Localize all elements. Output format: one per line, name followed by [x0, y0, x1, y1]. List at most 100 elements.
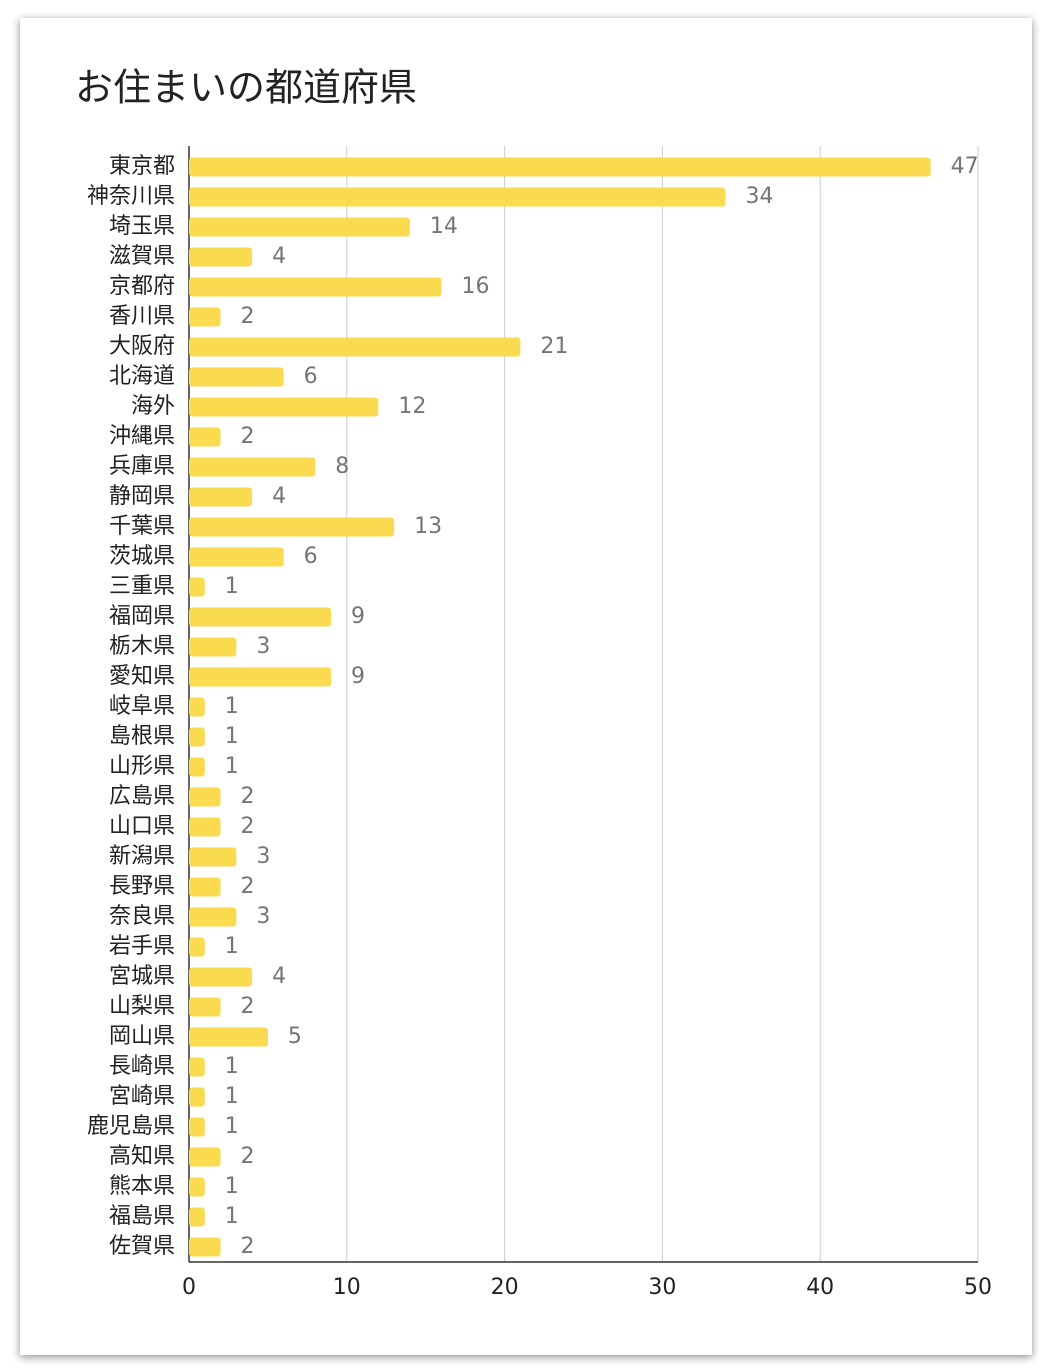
y-tick-label: 栃木県	[109, 634, 175, 659]
bar	[189, 817, 221, 837]
y-tick-label: 北海道	[109, 364, 175, 389]
x-tick-label: 20	[491, 1275, 519, 1300]
bar	[189, 757, 205, 777]
value-label: 1	[225, 934, 239, 959]
x-tick-label: 50	[964, 1275, 992, 1300]
value-label: 5	[288, 1024, 302, 1049]
y-tick-label: 山梨県	[109, 994, 175, 1019]
value-label: 1	[225, 1174, 239, 1199]
bar	[189, 1237, 221, 1257]
y-tick-label: 京都府	[109, 274, 175, 299]
y-tick-label: 静岡県	[109, 484, 175, 509]
y-tick-label: 宮城県	[109, 964, 175, 989]
value-label: 3	[256, 844, 270, 869]
value-label: 14	[430, 214, 458, 239]
y-tick-label: 山口県	[109, 814, 175, 839]
value-label: 6	[304, 544, 318, 569]
bar	[189, 1207, 205, 1227]
bar	[189, 847, 237, 867]
x-tick-label: 10	[333, 1275, 361, 1300]
bar	[189, 247, 253, 267]
bar	[189, 1117, 205, 1137]
bar	[189, 967, 253, 987]
value-label: 2	[241, 814, 255, 839]
bar	[189, 1177, 205, 1197]
bar	[189, 727, 205, 747]
y-tick-label: 茨城県	[109, 544, 175, 569]
x-tick-label: 0	[182, 1275, 196, 1300]
bar	[189, 337, 521, 357]
value-label: 2	[241, 1144, 255, 1169]
value-label: 1	[225, 724, 239, 749]
value-label: 21	[540, 334, 568, 359]
y-tick-label: 愛知県	[109, 664, 175, 689]
value-label: 1	[225, 754, 239, 779]
bar	[189, 307, 221, 327]
y-tick-label: 三重県	[109, 574, 175, 599]
bar	[189, 157, 931, 177]
value-label: 6	[304, 364, 318, 389]
value-label: 2	[241, 304, 255, 329]
bar	[189, 517, 395, 537]
y-tick-label: 海外	[131, 394, 175, 419]
value-label: 3	[256, 904, 270, 929]
bar	[189, 877, 221, 897]
bar	[189, 487, 253, 507]
bar	[189, 427, 221, 447]
bar	[189, 577, 205, 597]
value-label: 4	[272, 484, 286, 509]
y-tick-label: 山形県	[109, 754, 175, 779]
bar	[189, 1087, 205, 1107]
y-tick-label: 滋賀県	[109, 244, 175, 269]
x-tick-label: 30	[648, 1275, 676, 1300]
y-tick-label: 佐賀県	[109, 1234, 175, 1259]
value-label: 2	[241, 1234, 255, 1259]
y-tick-label: 熊本県	[109, 1174, 175, 1199]
y-tick-label: 島根県	[109, 724, 175, 749]
y-tick-label: 岩手県	[109, 934, 175, 959]
value-label: 12	[398, 394, 426, 419]
value-label: 1	[225, 1114, 239, 1139]
value-label: 1	[225, 1204, 239, 1229]
value-label: 2	[241, 874, 255, 899]
value-label: 4	[272, 244, 286, 269]
y-tick-label: 福島県	[109, 1204, 175, 1229]
value-label: 1	[225, 574, 239, 599]
bar	[189, 1147, 221, 1167]
y-tick-label: 長崎県	[109, 1054, 175, 1079]
value-label: 9	[351, 664, 365, 689]
bar	[189, 607, 332, 627]
bar	[189, 397, 379, 417]
bar	[189, 367, 284, 387]
value-label: 1	[225, 1054, 239, 1079]
value-label: 1	[225, 694, 239, 719]
bar	[189, 547, 284, 567]
value-label: 16	[461, 274, 489, 299]
bar	[189, 217, 410, 237]
y-tick-label: 宮崎県	[109, 1084, 175, 1109]
y-tick-label: 新潟県	[109, 844, 175, 869]
y-tick-label: 大阪府	[109, 334, 175, 359]
bar	[189, 697, 205, 717]
y-tick-label: 奈良県	[109, 904, 175, 929]
chart-title: お住まいの都道府県	[75, 66, 417, 110]
y-tick-label: 岐阜県	[109, 694, 175, 719]
y-tick-label: 埼玉県	[109, 214, 175, 239]
bar	[189, 637, 237, 657]
bar	[189, 937, 205, 957]
bar	[189, 277, 442, 297]
value-label: 4	[272, 964, 286, 989]
y-tick-label: 広島県	[109, 784, 175, 809]
y-tick-label: 沖縄県	[109, 424, 175, 449]
y-tick-label: 神奈川県	[87, 184, 175, 209]
value-label: 1	[225, 1084, 239, 1109]
value-label: 2	[241, 424, 255, 449]
value-label: 2	[241, 994, 255, 1019]
bar	[189, 457, 316, 477]
bar	[189, 1027, 268, 1047]
value-label: 8	[335, 454, 349, 479]
bar	[189, 187, 726, 207]
value-label: 34	[746, 184, 774, 209]
value-label: 13	[414, 514, 442, 539]
